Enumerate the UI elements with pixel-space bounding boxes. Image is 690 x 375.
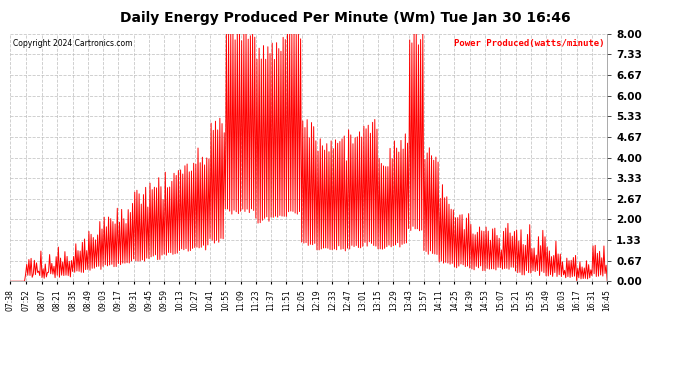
Text: Copyright 2024 Cartronics.com: Copyright 2024 Cartronics.com xyxy=(13,39,133,48)
Text: Daily Energy Produced Per Minute (Wm) Tue Jan 30 16:46: Daily Energy Produced Per Minute (Wm) Tu… xyxy=(119,11,571,25)
Text: Power Produced(watts/minute): Power Produced(watts/minute) xyxy=(454,39,604,48)
